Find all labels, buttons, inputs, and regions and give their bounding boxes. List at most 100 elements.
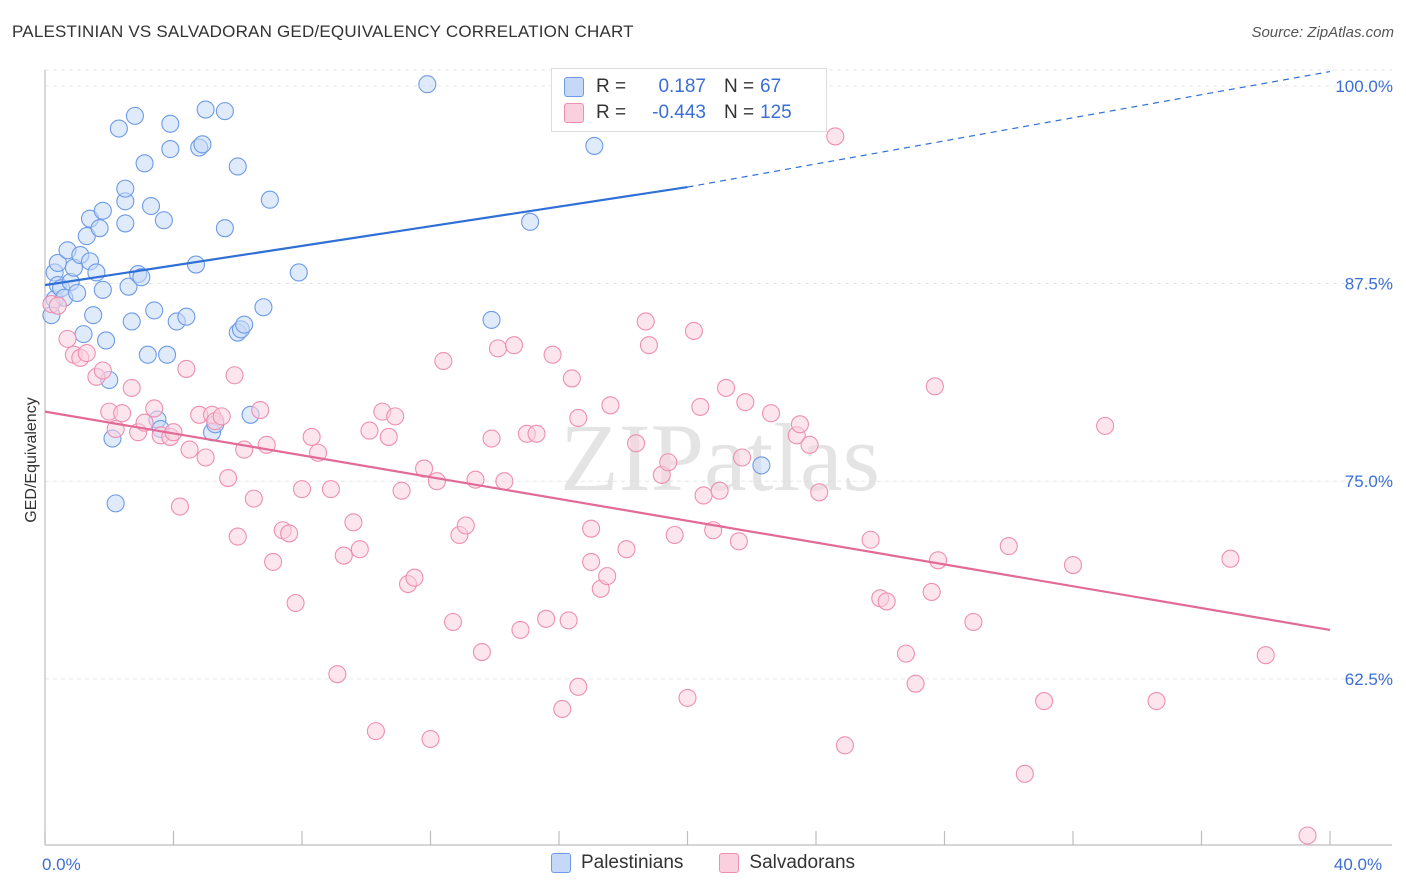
stats-legend-row-salvadorans: R = -0.443 N = 125 <box>564 101 806 125</box>
data-point <box>665 525 684 545</box>
data-point <box>145 399 164 418</box>
r-key: R = <box>596 76 627 97</box>
data-point <box>733 448 752 467</box>
data-point <box>122 312 141 331</box>
data-point <box>109 119 128 138</box>
x-tick-label: 0.0% <box>42 855 81 874</box>
data-point <box>694 486 713 505</box>
data-point <box>161 140 180 159</box>
data-point <box>106 494 125 513</box>
n-value: 125 <box>760 102 792 123</box>
r-value: -0.443 <box>652 102 706 123</box>
data-point <box>639 336 659 355</box>
data-point <box>443 612 463 632</box>
data-point <box>119 277 138 296</box>
salvadorans-swatch <box>564 103 584 123</box>
data-point <box>810 483 829 502</box>
data-point <box>896 644 916 663</box>
r-key: R = <box>596 102 627 123</box>
data-point <box>617 540 636 559</box>
data-point <box>598 567 617 586</box>
n-key: N = <box>724 102 755 123</box>
data-point <box>691 397 710 416</box>
data-point <box>800 435 819 454</box>
data-point <box>68 283 87 303</box>
data-point <box>289 263 308 282</box>
data-point <box>418 75 437 94</box>
data-point <box>90 219 109 238</box>
trend-line-palestinians <box>44 185 688 287</box>
data-point <box>93 280 112 299</box>
data-point <box>122 378 141 397</box>
data-point <box>1298 826 1317 845</box>
data-point <box>186 255 206 274</box>
data-point <box>710 481 729 500</box>
data-point <box>180 440 199 459</box>
data-point <box>1256 646 1275 665</box>
data-point <box>264 552 283 571</box>
data-point <box>244 489 263 508</box>
trend-line-salvadorans <box>44 410 1331 631</box>
data-point <box>790 415 809 434</box>
chart-source: Source: ZipAtlas.com <box>1251 24 1394 41</box>
data-point <box>488 339 508 358</box>
stats-legend: R = 0.187 N = 67 R = -0.443 N = 125 <box>551 68 827 132</box>
data-point <box>219 469 238 488</box>
data-point <box>302 427 321 446</box>
data-point <box>1035 692 1054 711</box>
tick-label-layer: 100.0% 87.5% 75.0% 62.5% 0.0% 40.0% <box>42 77 1393 874</box>
chart-title: PALESTINIAN VS SALVADORAN GED/EQUIVALENC… <box>12 22 634 41</box>
data-point <box>196 100 215 119</box>
data-point <box>627 434 646 453</box>
data-point <box>251 401 270 420</box>
y-tick-label: 100.0% <box>1335 77 1393 96</box>
data-point <box>482 310 501 329</box>
data-point <box>132 268 151 287</box>
data-point <box>215 219 234 238</box>
data-point <box>537 609 556 628</box>
data-point <box>495 472 514 491</box>
data-point <box>472 642 491 662</box>
data-point <box>366 722 385 741</box>
data-point <box>260 190 279 209</box>
data-point <box>684 321 703 341</box>
data-point <box>48 296 67 315</box>
data-point <box>434 351 453 371</box>
data-point <box>116 179 135 198</box>
data-point <box>553 699 572 719</box>
data-point <box>826 127 845 146</box>
data-point <box>392 481 411 500</box>
data-point <box>321 480 340 499</box>
data-point <box>504 336 524 355</box>
data-point <box>729 532 748 551</box>
legend-label-palestinians: Palestinians <box>580 852 684 873</box>
data-point <box>1147 692 1166 711</box>
legend-item-salvadorans[interactable]: Salvadorans <box>719 852 855 874</box>
data-point <box>235 315 254 334</box>
data-point <box>125 106 144 125</box>
data-point <box>569 408 588 428</box>
data-point <box>964 612 983 632</box>
data-point <box>225 366 244 385</box>
data-point <box>569 677 588 696</box>
legend-label-salvadorans: Salvadorans <box>749 852 856 873</box>
data-point <box>559 611 578 630</box>
data-point <box>93 201 112 220</box>
data-point <box>877 592 896 611</box>
data-point <box>511 620 530 639</box>
data-point <box>177 359 196 378</box>
data-point <box>761 404 781 423</box>
data-point <box>141 196 161 216</box>
y-axis-label: GED/Equivalency <box>23 397 40 522</box>
data-point <box>135 154 154 173</box>
r-value: 0.187 <box>658 76 706 97</box>
data-point <box>154 211 173 230</box>
data-point <box>527 424 546 443</box>
salvadorans-legend-swatch <box>719 853 740 873</box>
legend-item-palestinians[interactable]: Palestinians <box>550 852 684 874</box>
y-tick-label: 87.5% <box>1345 275 1393 294</box>
palestinians-swatch <box>564 77 584 97</box>
data-point <box>861 530 880 549</box>
series-legend: Palestinians Salvadorans <box>0 852 1406 874</box>
